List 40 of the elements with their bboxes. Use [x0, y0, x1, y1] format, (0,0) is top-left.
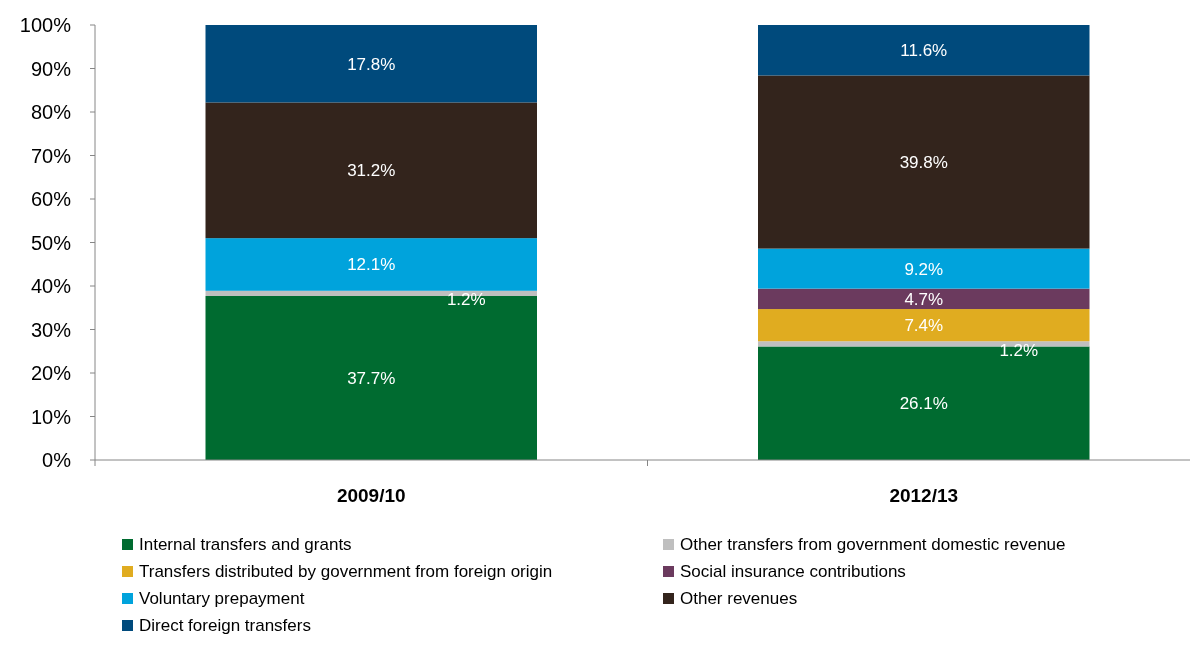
- bar: [205, 102, 537, 239]
- data-label: 26.1%: [899, 394, 948, 414]
- y-tick-label: 0%: [42, 449, 72, 471]
- data-label: 11.6%: [900, 41, 948, 61]
- x-tick-label: 2012/13: [889, 485, 959, 506]
- data-label: 12.1%: [347, 255, 396, 275]
- bar: [758, 346, 1090, 460]
- data-label: 4.7%: [904, 289, 944, 309]
- legend-label: Internal transfers and grants: [139, 535, 352, 554]
- bar: [758, 248, 1090, 289]
- bar: [758, 25, 1090, 76]
- data-label: 37.7%: [347, 369, 396, 388]
- bar: [205, 238, 537, 291]
- y-tick-label: 40%: [30, 275, 72, 297]
- legend-label: Voluntary prepayment: [139, 589, 305, 608]
- y-tick-label: 50%: [30, 231, 72, 254]
- data-label: 39.8%: [899, 153, 948, 173]
- legend-label: Other revenues: [680, 589, 798, 608]
- legend-label: Transfers distributed by government from foreign origin: [139, 562, 553, 581]
- legend-label: Other transfers from government domestic revenue: [680, 535, 1066, 554]
- legend-label: Direct foreign transfers: [139, 616, 311, 635]
- bar: [758, 288, 1090, 310]
- data-label: 1.2%: [446, 290, 486, 310]
- y-tick-label: 70%: [30, 144, 72, 167]
- y-tick-label: 80%: [30, 101, 72, 123]
- data-label: 31.2%: [347, 161, 396, 181]
- x-tick-label: 2009/10: [336, 485, 406, 506]
- y-tick-label: 100%: [19, 14, 72, 36]
- bar: [758, 75, 1090, 249]
- y-tick-label: 20%: [30, 362, 72, 384]
- data-label: 17.8%: [347, 54, 396, 74]
- legend-label: Social insurance contributions: [680, 562, 906, 581]
- data-label: 7.4%: [904, 316, 944, 336]
- y-tick-label: 30%: [30, 318, 72, 341]
- bar: [205, 25, 537, 103]
- bar: [758, 309, 1090, 342]
- y-tick-label: 60%: [30, 188, 72, 210]
- y-tick-label: 90%: [30, 57, 72, 80]
- y-tick-label: 10%: [30, 405, 72, 428]
- data-label: 9.2%: [904, 259, 944, 279]
